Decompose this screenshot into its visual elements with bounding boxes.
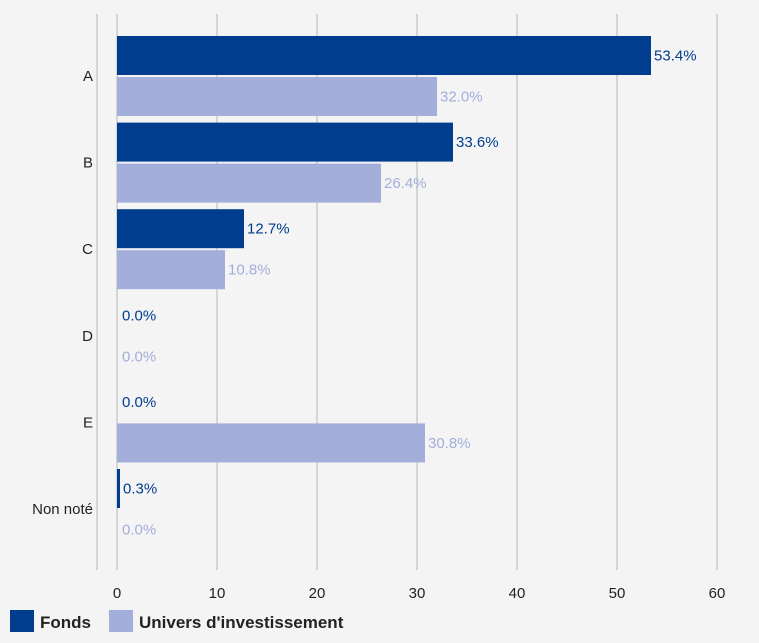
- data-label: 53.4%: [654, 48, 697, 65]
- x-tick-label: 0: [113, 585, 121, 602]
- data-label: 33.6%: [456, 134, 499, 151]
- category-labels: A B C D E Non noté: [32, 68, 93, 518]
- x-tick-label: 10: [209, 585, 226, 602]
- bar: [117, 77, 437, 116]
- category-label: A: [83, 68, 93, 85]
- category-label: C: [82, 241, 93, 258]
- legend-label: Univers d'investissement: [139, 613, 344, 632]
- category-label: E: [83, 414, 93, 431]
- legend: Fonds Univers d'investissement: [10, 610, 344, 632]
- category-label: B: [83, 155, 93, 172]
- bar: [117, 423, 425, 463]
- data-label: 0.0%: [122, 348, 156, 365]
- x-tick-label: 60: [709, 585, 726, 602]
- x-tick-label: 20: [309, 585, 326, 602]
- x-tick-label: 40: [509, 585, 526, 602]
- x-tick-label: 30: [409, 585, 426, 602]
- bars-group: 53.4% 32.0% 33.6% 26.4% 12.7% 10.8% 0.0% 0.0% 0.…: [117, 36, 697, 539]
- bar: [117, 122, 453, 162]
- category-label: D: [82, 328, 93, 345]
- legend-swatch: [10, 610, 34, 632]
- data-label: 30.8%: [428, 435, 471, 452]
- bar: [117, 250, 225, 290]
- data-label: 12.7%: [247, 221, 290, 238]
- bar: [117, 36, 651, 75]
- data-label: 10.8%: [228, 262, 271, 279]
- data-label: 26.4%: [384, 175, 427, 192]
- bar: [117, 209, 244, 249]
- category-label: Non noté: [32, 501, 93, 518]
- data-label: 0.0%: [122, 394, 156, 411]
- data-label: 0.3%: [123, 481, 157, 498]
- legend-label: Fonds: [40, 613, 91, 632]
- x-tick-labels: 0 10 20 30 40 50 60: [113, 585, 726, 602]
- bar: [117, 469, 120, 508]
- data-label: 0.0%: [122, 307, 156, 324]
- data-label: 0.0%: [122, 522, 156, 539]
- legend-swatch: [109, 610, 133, 632]
- x-tick-label: 50: [609, 585, 626, 602]
- data-label: 32.0%: [440, 89, 483, 106]
- bar: [117, 163, 381, 203]
